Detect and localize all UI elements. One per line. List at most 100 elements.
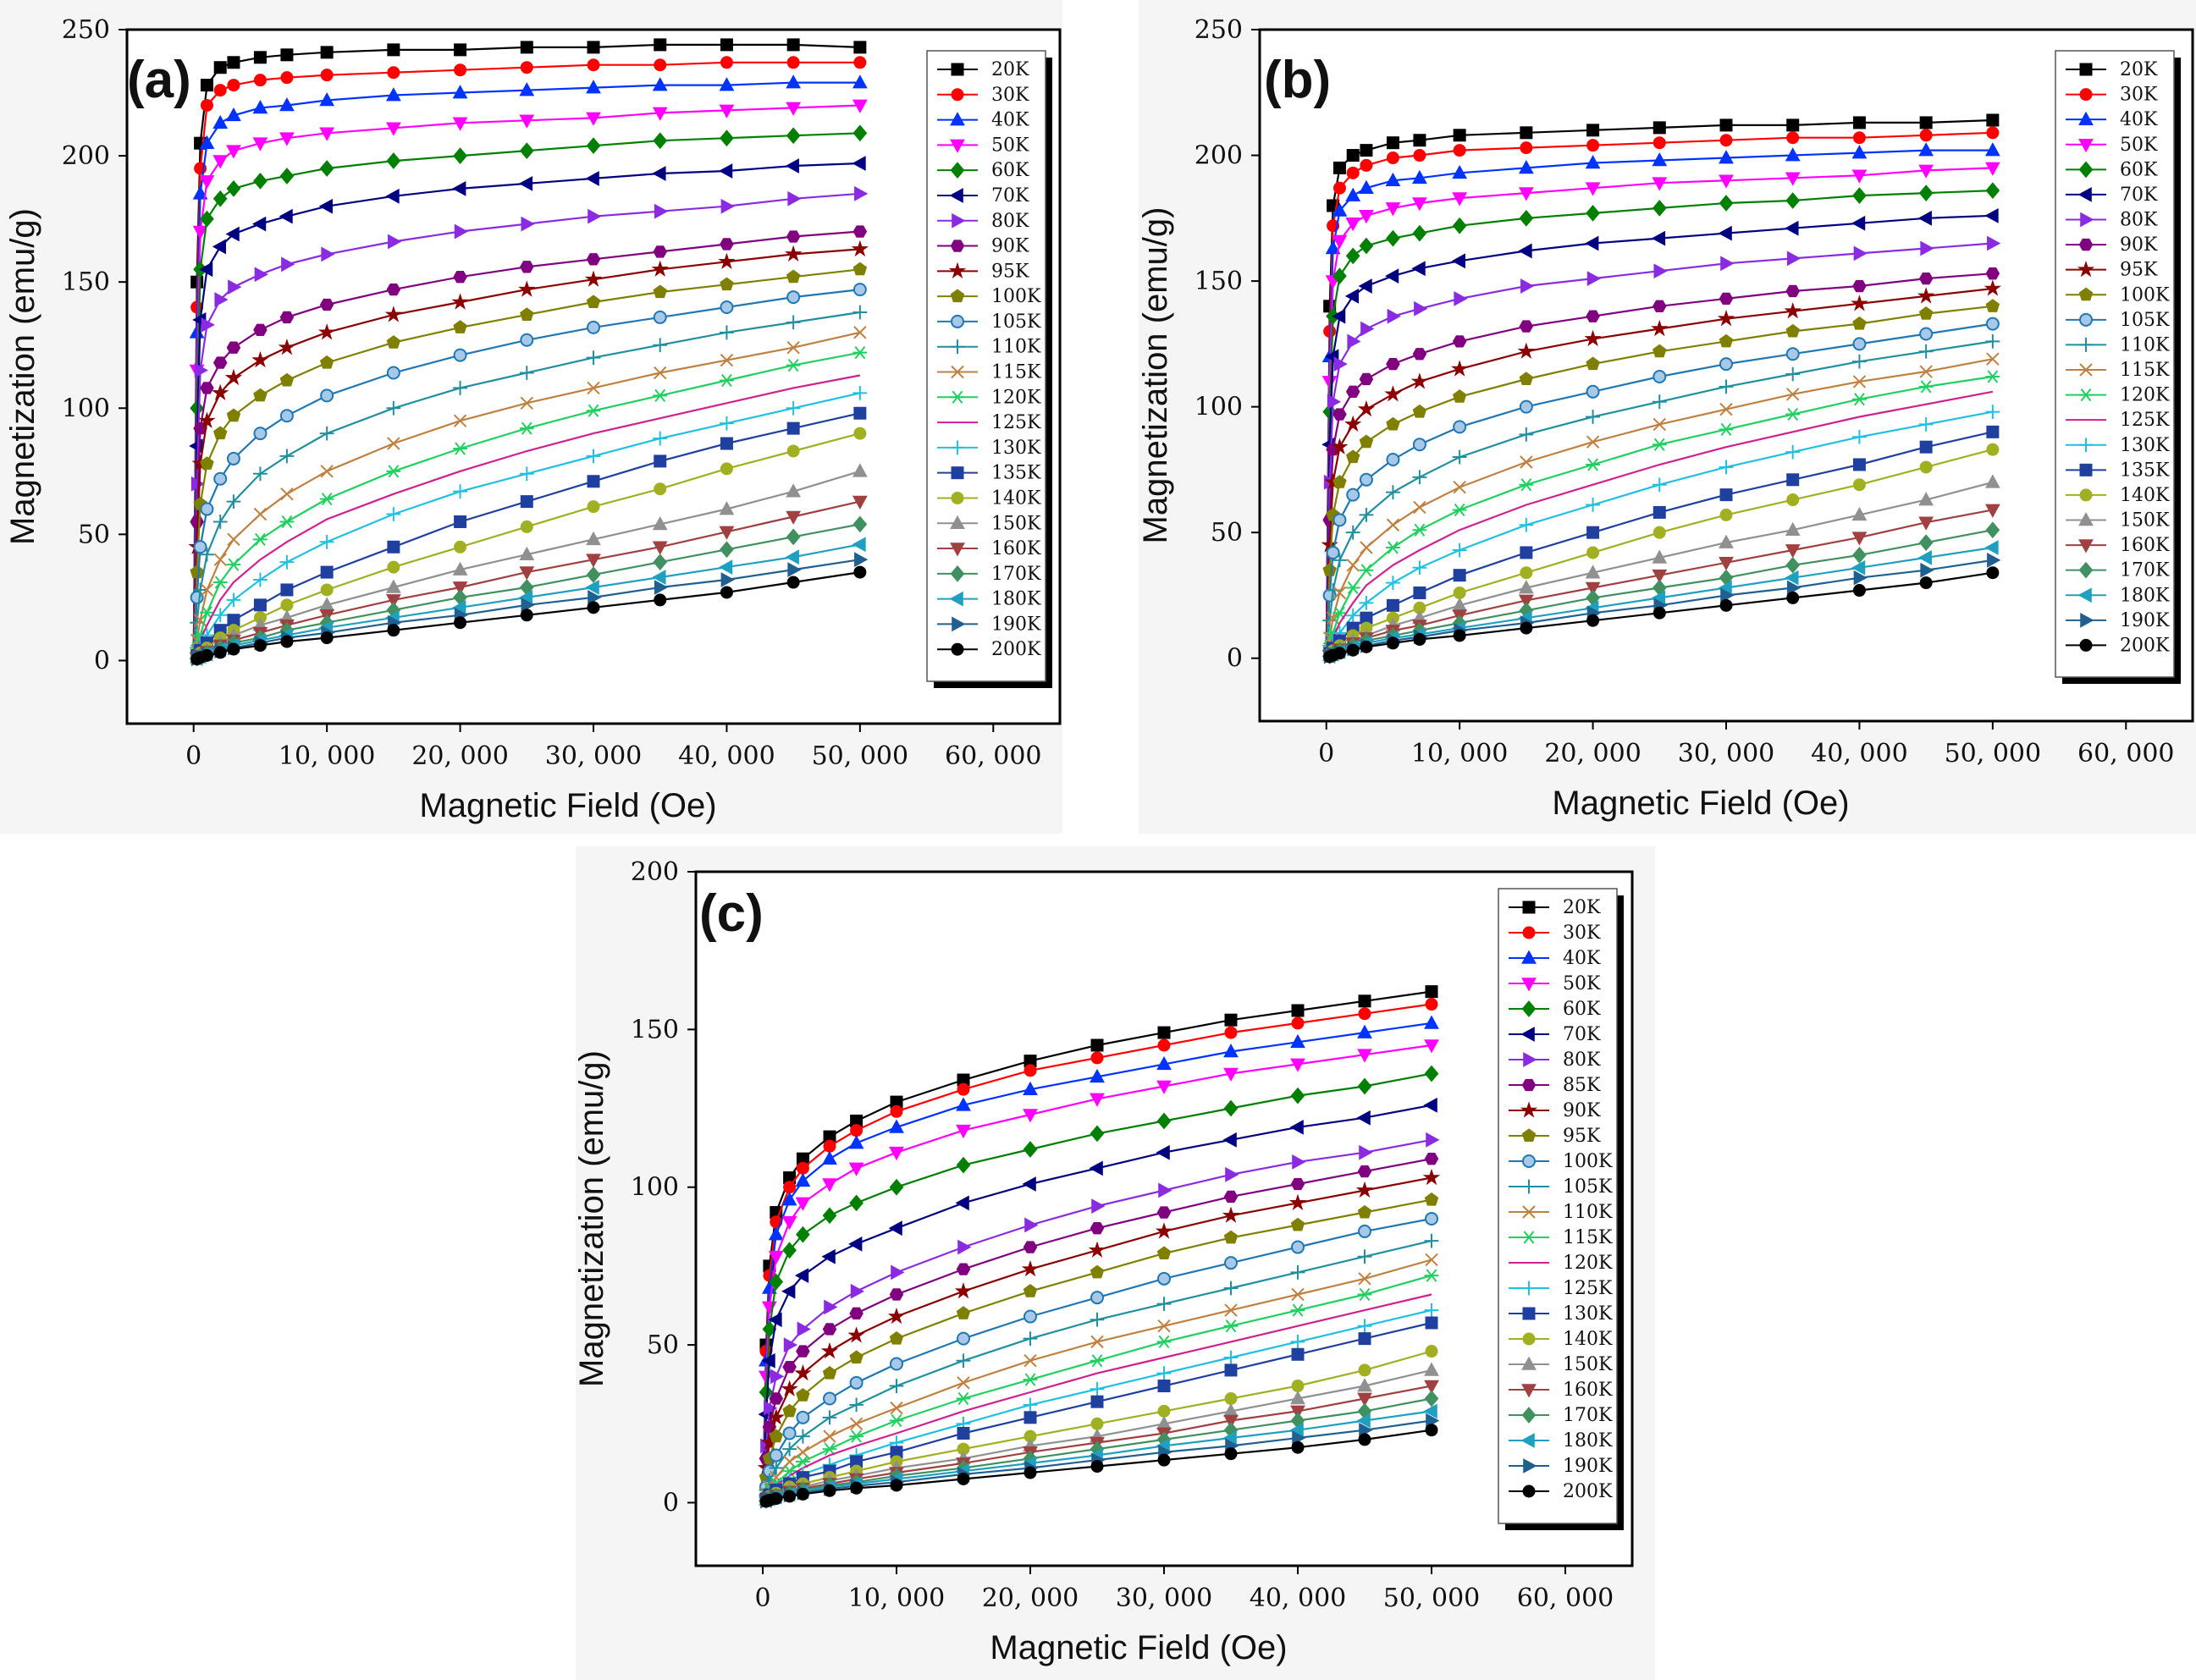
data-point-110K bbox=[1358, 1272, 1371, 1286]
data-point-80K bbox=[891, 1264, 905, 1281]
data-point-60K bbox=[786, 127, 801, 145]
data-point-130K bbox=[1345, 608, 1360, 623]
data-point-160K bbox=[586, 554, 601, 568]
x-tick-label-a: 60, 000 bbox=[945, 741, 1042, 771]
data-point-85K bbox=[796, 1345, 810, 1358]
legend-marker-60K bbox=[2078, 161, 2094, 179]
data-point-115K bbox=[849, 1429, 864, 1443]
data-point-70K bbox=[781, 1283, 796, 1299]
data-point-105K bbox=[1519, 399, 1533, 414]
data-point-95K bbox=[822, 1365, 837, 1380]
data-point-85K bbox=[1223, 1190, 1239, 1204]
data-point-160K bbox=[1652, 569, 1668, 584]
data-point-60K bbox=[1785, 192, 1801, 209]
legend-label-105K: 105K bbox=[2120, 310, 2170, 331]
data-point-80K bbox=[214, 292, 229, 307]
data-point-50K bbox=[1412, 197, 1427, 212]
data-point-70K bbox=[585, 171, 599, 186]
data-point-80K bbox=[1720, 256, 1735, 272]
legend-marker-160K bbox=[1521, 1384, 1537, 1398]
data-point-130K bbox=[1719, 460, 1734, 475]
data-point-140K bbox=[1919, 460, 1933, 474]
legend-marker-20K bbox=[951, 63, 964, 76]
data-point-125K bbox=[1156, 1366, 1172, 1381]
data-point-95K bbox=[1344, 415, 1362, 432]
data-point-80K bbox=[1920, 240, 1934, 256]
data-point-30K bbox=[1346, 166, 1360, 179]
data-point-135K bbox=[1520, 546, 1533, 559]
data-point-135K bbox=[454, 515, 467, 528]
legend-marker-190K bbox=[2080, 612, 2094, 628]
x-tick-label-a: 0 bbox=[185, 741, 201, 771]
data-point-150K bbox=[586, 531, 601, 546]
data-point-80K bbox=[388, 234, 402, 250]
data-point-80K bbox=[957, 1239, 972, 1255]
data-point-50K bbox=[956, 1124, 971, 1139]
data-point-60K bbox=[1586, 205, 1600, 222]
data-point-110K bbox=[786, 315, 801, 330]
x-axis-label-b: Magnetic Field (Oe) bbox=[1552, 785, 1849, 822]
data-point-110K bbox=[1719, 379, 1734, 394]
data-point-70K bbox=[1451, 253, 1465, 269]
data-point-105K bbox=[786, 290, 801, 305]
data-point-60K bbox=[386, 152, 401, 169]
data-point-100K bbox=[720, 277, 734, 291]
legend-marker-85K bbox=[1521, 1078, 1537, 1092]
data-point-95K bbox=[278, 339, 296, 355]
data-point-30K bbox=[387, 66, 400, 80]
data-point-20K bbox=[1520, 126, 1533, 140]
data-point-70K bbox=[785, 158, 799, 174]
legend-label-100K: 100K bbox=[2120, 284, 2170, 306]
data-point-50K bbox=[586, 112, 601, 126]
data-point-200K bbox=[1852, 584, 1866, 598]
data-point-115K bbox=[1424, 1269, 1439, 1282]
data-point-20K bbox=[1386, 136, 1399, 150]
legend-label-140K: 140K bbox=[1563, 1329, 1613, 1350]
legend-marker-105K bbox=[2079, 312, 2093, 327]
data-point-130K bbox=[1090, 1395, 1104, 1408]
data-point-60K bbox=[1223, 1099, 1239, 1117]
legend-marker-180K bbox=[1520, 1433, 1535, 1448]
data-point-95K bbox=[224, 368, 243, 386]
data-point-30K bbox=[1719, 134, 1733, 147]
data-point-130K bbox=[212, 608, 228, 623]
data-point-200K bbox=[1586, 614, 1600, 627]
data-point-50K bbox=[1156, 1080, 1172, 1094]
data-point-90K bbox=[200, 382, 214, 394]
data-point-110K bbox=[226, 494, 241, 509]
data-point-180K bbox=[1423, 1403, 1437, 1419]
data-point-20K bbox=[1919, 116, 1933, 129]
data-point-50K bbox=[279, 132, 295, 146]
data-point-95K bbox=[251, 350, 269, 368]
data-point-160K bbox=[1223, 1414, 1239, 1429]
legend-marker-160K bbox=[2078, 539, 2094, 554]
data-point-115K bbox=[1653, 417, 1666, 432]
data-point-30K bbox=[1413, 149, 1426, 162]
data-point-60K bbox=[253, 173, 268, 190]
data-point-70K bbox=[1917, 210, 1932, 226]
data-point-70K bbox=[318, 198, 333, 214]
data-point-100K bbox=[190, 565, 204, 579]
data-point-115K bbox=[1223, 1319, 1239, 1333]
data-point-180K bbox=[852, 537, 866, 553]
data-point-200K bbox=[1986, 566, 2000, 580]
x-tick-label-b: 40, 000 bbox=[1811, 739, 1908, 768]
y-tick-label-c: 50 bbox=[647, 1330, 679, 1360]
x-tick-label-a: 50, 000 bbox=[812, 741, 909, 771]
data-point-180K bbox=[1851, 559, 1866, 576]
data-point-120K bbox=[1652, 438, 1667, 451]
panel-label-b: (b) bbox=[1264, 51, 1331, 109]
data-point-115K bbox=[520, 396, 533, 410]
data-point-95K bbox=[1090, 1264, 1105, 1279]
data-point-30K bbox=[1653, 136, 1666, 150]
data-point-200K bbox=[1358, 1433, 1371, 1446]
data-point-80K bbox=[521, 216, 535, 232]
data-point-90K bbox=[794, 1363, 812, 1381]
data-point-200K bbox=[783, 1490, 797, 1503]
data-point-100K bbox=[1157, 1271, 1171, 1286]
data-point-70K bbox=[718, 163, 733, 179]
data-point-100K bbox=[200, 456, 214, 470]
data-point-30K bbox=[1986, 126, 2000, 140]
data-point-170K bbox=[786, 528, 801, 546]
data-point-130K bbox=[1291, 1347, 1305, 1361]
